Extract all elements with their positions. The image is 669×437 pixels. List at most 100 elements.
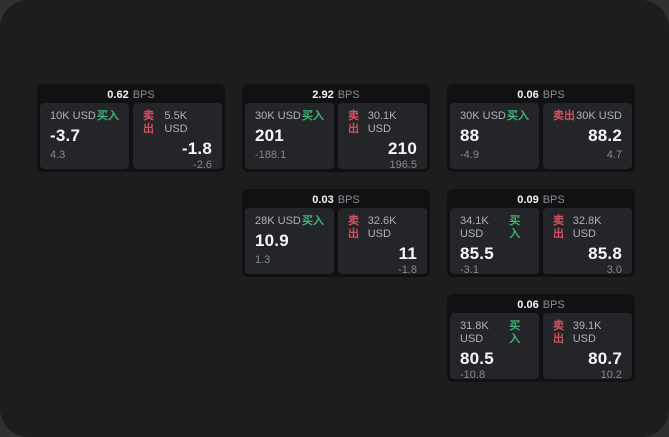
quote-card[interactable]: 0.03 BPS 28K USD 买入 10.9 1.3 卖出 32.6K US… [242,189,430,277]
buy-side-label: 买入 [302,215,324,227]
sell-side-label: 卖出 [143,110,154,135]
sell-side-label: 卖出 [553,110,575,122]
bps-unit-label: BPS [337,194,360,206]
buy-side-label: 买入 [507,110,529,122]
buy-panel[interactable]: 30K USD 买入 88 -4.9 [450,103,539,169]
card-header: 0.09 BPS [450,192,632,208]
bps-unit-label: BPS [542,89,565,101]
card-panels: 30K USD 买入 88 -4.9 卖出 30K USD 88.2 4.7 [450,103,632,169]
buy-sub-value: 4.3 [50,149,66,161]
buy-price: 201 [255,126,284,145]
buy-side-label: 买入 [97,110,119,122]
sell-amount: 30.1K USD [367,110,397,135]
buy-sub-value: 1.3 [255,254,271,266]
sell-sub-value: -2.6 [193,159,212,171]
sell-sub-value: 4.7 [606,149,622,161]
sell-side-label: 卖出 [348,215,359,240]
buy-top-row: 28K USD 买入 [255,215,324,228]
quote-card[interactable]: 0.06 BPS 30K USD 买入 88 -4.9 卖出 30K USD 8… [447,84,635,172]
quote-card[interactable]: 2.92 BPS 30K USD 买入 201 -188.1 卖出 30.1K … [242,84,430,172]
bps-value: 0.09 [517,194,539,206]
sell-amount: 32.6K USD [367,215,397,240]
sell-sub-value: 10.2 [600,369,622,381]
buy-amount: 34.1K USD [460,215,489,240]
bps-value: 0.62 [107,89,129,101]
sell-panel[interactable]: 卖出 39.1K USD 80.7 10.2 [543,313,632,381]
cards-grid: 0.62 BPS 10K USD 买入 -3.7 4.3 卖出 5.5K USD… [37,84,635,382]
card-header: 2.92 BPS [245,87,427,103]
bps-value: 0.03 [312,194,334,206]
sell-amount: 30K USD [576,110,622,122]
sell-side-label: 卖出 [553,320,564,345]
bps-unit-label: BPS [132,89,155,101]
sell-top-row: 卖出 32.6K USD [348,215,417,241]
sell-sub-value: 3.0 [606,264,622,276]
buy-price: 85.5 [460,244,494,263]
sell-side-label: 卖出 [553,215,564,240]
card-panels: 10K USD 买入 -3.7 4.3 卖出 5.5K USD -1.8 -2.… [40,103,222,171]
sell-price: 11 [398,244,417,263]
buy-price: 10.9 [255,231,289,250]
card-panels: 31.8K USD 买入 80.5 -10.8 卖出 39.1K USD 80.… [450,313,632,381]
sell-panel[interactable]: 卖出 30K USD 88.2 4.7 [543,103,632,169]
sell-top-row: 卖出 5.5K USD [143,110,212,136]
buy-panel[interactable]: 28K USD 买入 10.9 1.3 [245,208,334,274]
sell-price: 88.2 [588,126,622,145]
quote-card[interactable]: 0.06 BPS 31.8K USD 买入 80.5 -10.8 卖出 39.1… [447,294,635,382]
sell-price: 80.7 [588,349,622,368]
buy-panel[interactable]: 30K USD 买入 201 -188.1 [245,103,334,169]
buy-side-label: 买入 [302,110,324,122]
sell-sub-value: 196.5 [389,159,417,171]
buy-panel[interactable]: 34.1K USD 买入 85.5 -3.1 [450,208,539,276]
buy-panel[interactable]: 10K USD 买入 -3.7 4.3 [40,103,129,169]
sell-panel[interactable]: 卖出 32.6K USD 11 -1.8 [338,208,427,276]
buy-price: 80.5 [460,349,494,368]
buy-amount: 30K USD [255,110,301,122]
buy-price: -3.7 [50,126,81,145]
buy-side-label: 买入 [509,215,521,240]
buy-top-row: 10K USD 买入 [50,110,119,123]
sell-panel[interactable]: 卖出 30.1K USD 210 196.5 [338,103,427,171]
sell-panel[interactable]: 卖出 5.5K USD -1.8 -2.6 [133,103,222,171]
buy-side-label: 买入 [509,320,521,345]
buy-sub-value: -10.8 [460,369,486,381]
buy-top-row: 31.8K USD 买入 [460,320,529,346]
buy-amount: 31.8K USD [460,320,489,345]
sell-amount: 32.8K USD [572,215,602,240]
bps-value: 0.06 [517,299,539,311]
buy-price: 88 [460,126,480,145]
sell-top-row: 卖出 39.1K USD [553,320,622,346]
bps-value: 2.92 [312,89,334,101]
sell-panel[interactable]: 卖出 32.8K USD 85.8 3.0 [543,208,632,276]
card-panels: 28K USD 买入 10.9 1.3 卖出 32.6K USD 11 -1.8 [245,208,427,276]
sell-top-row: 卖出 32.8K USD [553,215,622,241]
sell-amount: 39.1K USD [572,320,602,345]
card-header: 0.06 BPS [450,297,632,313]
buy-amount: 30K USD [460,110,506,122]
buy-amount: 28K USD [255,215,301,227]
sell-side-label: 卖出 [348,110,359,135]
card-header: 0.03 BPS [245,192,427,208]
buy-top-row: 34.1K USD 买入 [460,215,529,241]
buy-top-row: 30K USD 买入 [255,110,324,123]
sell-top-row: 卖出 30.1K USD [348,110,417,136]
sell-price: -1.8 [181,139,212,158]
card-header: 0.62 BPS [40,87,222,103]
buy-panel[interactable]: 31.8K USD 买入 80.5 -10.8 [450,313,539,381]
bps-unit-label: BPS [542,299,565,311]
card-panels: 34.1K USD 买入 85.5 -3.1 卖出 32.8K USD 85.8… [450,208,632,276]
card-header: 0.06 BPS [450,87,632,103]
buy-sub-value: -3.1 [460,264,479,276]
sell-price: 210 [388,139,417,158]
card-panels: 30K USD 买入 201 -188.1 卖出 30.1K USD 210 1… [245,103,427,171]
buy-sub-value: -4.9 [460,149,479,161]
buy-amount: 10K USD [50,110,96,122]
buy-sub-value: -188.1 [255,149,287,161]
quote-card[interactable]: 0.09 BPS 34.1K USD 买入 85.5 -3.1 卖出 32.8K… [447,189,635,277]
quote-card[interactable]: 0.62 BPS 10K USD 买入 -3.7 4.3 卖出 5.5K USD… [37,84,225,172]
sell-top-row: 卖出 30K USD [553,110,622,123]
sell-sub-value: -1.8 [398,264,417,276]
bps-unit-label: BPS [542,194,565,206]
buy-top-row: 30K USD 买入 [460,110,529,123]
